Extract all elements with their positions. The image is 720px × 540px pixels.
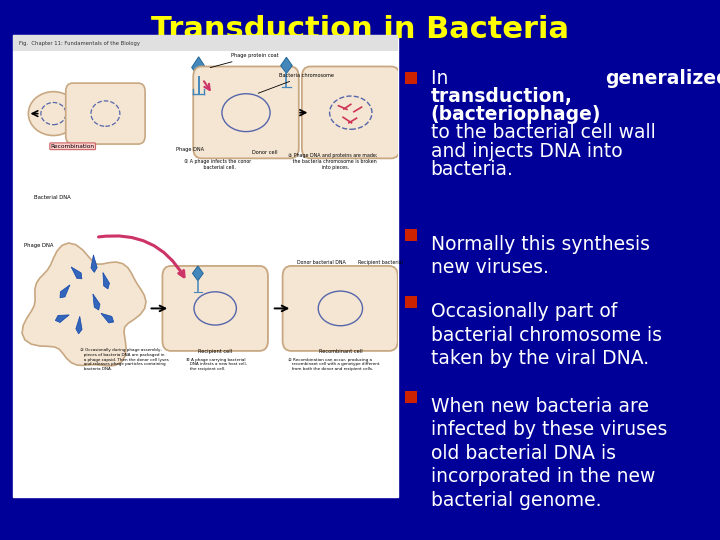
Text: Phage protein coat: Phage protein coat — [210, 53, 278, 68]
Text: ② Phage DNA and proteins are made;
   the bacteria chromosome is broken
   into : ② Phage DNA and proteins are made; the b… — [288, 153, 377, 170]
Text: transduction,: transduction, — [431, 87, 572, 106]
Text: Transduction in Bacteria: Transduction in Bacteria — [151, 15, 569, 44]
FancyBboxPatch shape — [193, 66, 299, 158]
Polygon shape — [76, 318, 84, 333]
Polygon shape — [100, 314, 114, 321]
Text: bacteria.: bacteria. — [431, 160, 513, 179]
Text: Occasionally part of
bacterial chromosome is
taken by the viral DNA.: Occasionally part of bacterial chromosom… — [431, 302, 662, 368]
Polygon shape — [103, 273, 109, 289]
Bar — [13, 35, 398, 51]
Polygon shape — [90, 296, 102, 307]
Polygon shape — [89, 257, 99, 270]
Text: Bacteria chromosome: Bacteria chromosome — [258, 73, 334, 93]
Text: Donor cell: Donor cell — [253, 150, 278, 155]
FancyBboxPatch shape — [13, 35, 398, 497]
Polygon shape — [58, 309, 65, 326]
Text: Recombinant cell: Recombinant cell — [318, 349, 362, 354]
Polygon shape — [58, 287, 71, 296]
Bar — [405, 72, 417, 84]
Text: ④ A phage carrying bacterial
   DNA infects a new host cell,
   the recipient ce: ④ A phage carrying bacterial DNA infects… — [186, 357, 247, 371]
Bar — [405, 391, 417, 403]
Text: Recipient cell: Recipient cell — [198, 349, 233, 354]
Text: ① A phage infects the conor
   bacterial cell.: ① A phage infects the conor bacterial ce… — [184, 159, 251, 170]
Polygon shape — [192, 266, 203, 281]
Bar — [405, 229, 417, 241]
Text: ③ Occasionally during phage assembly,
   pieces of bacteria DNA are packaged in
: ③ Occasionally during phage assembly, pi… — [81, 348, 169, 371]
Text: Phage DNA: Phage DNA — [176, 146, 204, 152]
Polygon shape — [281, 57, 292, 73]
FancyBboxPatch shape — [66, 83, 145, 144]
Text: When new bacteria are
infected by these viruses
old bacterial DNA is
incorporate: When new bacteria are infected by these … — [431, 397, 667, 510]
Text: (bacteriophage): (bacteriophage) — [431, 105, 601, 124]
Bar — [405, 296, 417, 308]
Text: Fig.  Chapter 11: Fundamentals of the Biology: Fig. Chapter 11: Fundamentals of the Bio… — [19, 41, 140, 46]
Text: Normally this synthesis
new viruses.: Normally this synthesis new viruses. — [431, 235, 649, 278]
Text: to the bacterial cell wall: to the bacterial cell wall — [431, 123, 655, 143]
Text: Donor bacterial DNA: Donor bacterial DNA — [297, 260, 346, 265]
Polygon shape — [22, 243, 146, 366]
FancyBboxPatch shape — [163, 266, 268, 351]
Text: and injects DNA into: and injects DNA into — [431, 141, 622, 160]
Text: Recipient bacterial: Recipient bacterial — [359, 260, 403, 265]
Text: Recombination: Recombination — [50, 144, 94, 149]
Text: In: In — [431, 69, 454, 88]
Polygon shape — [71, 267, 82, 279]
Text: generalized: generalized — [605, 69, 720, 88]
Ellipse shape — [28, 92, 78, 136]
Text: ⑤ Recombination can occur, producing a
   recombinant cell with a genotype diffe: ⑤ Recombination can occur, producing a r… — [289, 357, 380, 371]
Text: Phage DNA: Phage DNA — [24, 242, 53, 247]
FancyBboxPatch shape — [302, 66, 400, 158]
Polygon shape — [192, 57, 206, 77]
FancyBboxPatch shape — [283, 266, 397, 351]
Text: Bacterial DNA: Bacterial DNA — [34, 195, 71, 200]
